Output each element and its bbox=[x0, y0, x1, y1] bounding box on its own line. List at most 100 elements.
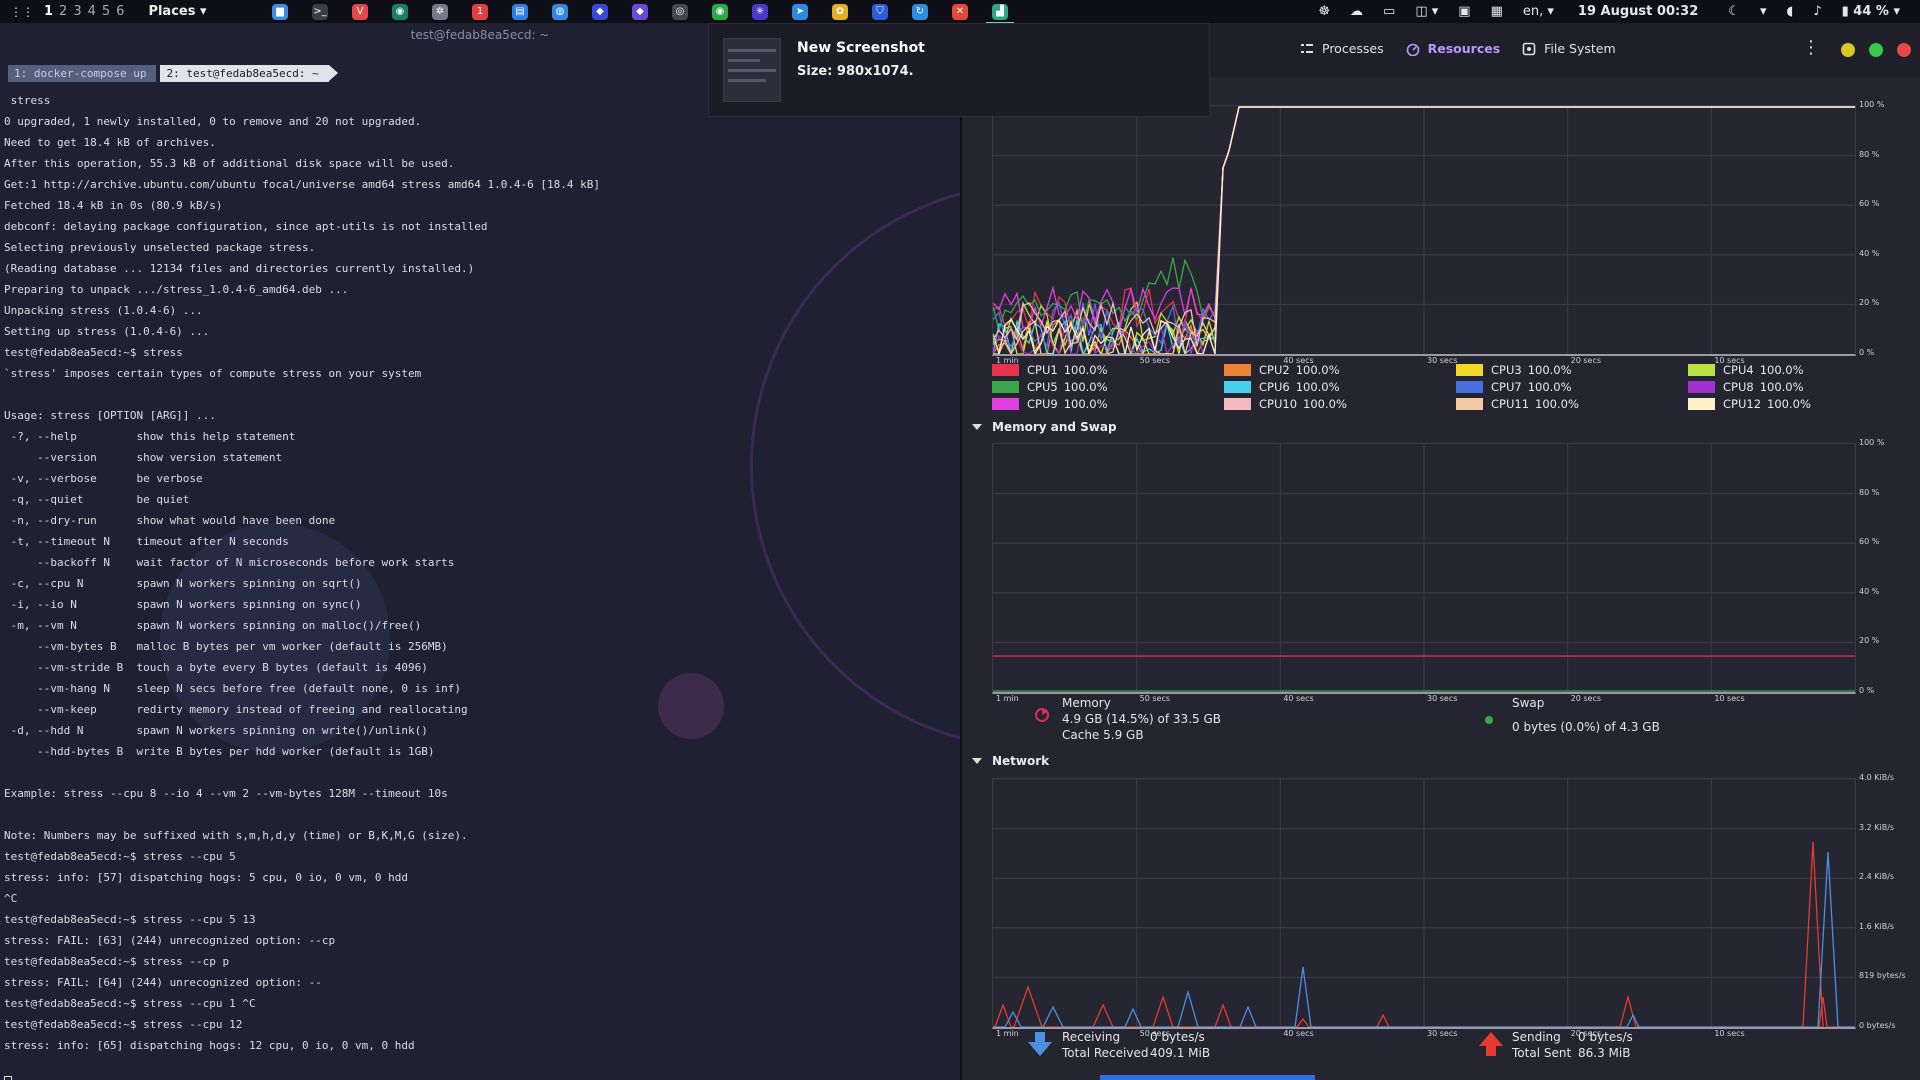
terminal-tab-2[interactable]: 2: test@fedab8ea5ecd: ~ bbox=[160, 65, 339, 82]
memory-section-header[interactable]: Memory and Swap bbox=[972, 420, 1117, 434]
github-icon[interactable]: ◎ bbox=[672, 3, 688, 20]
close-button[interactable] bbox=[1897, 43, 1911, 57]
vpn-icon[interactable]: ◆ bbox=[632, 3, 648, 20]
display-icon[interactable]: ▭ bbox=[1383, 4, 1396, 19]
cpu-legend-item[interactable]: CPU6 100.0% bbox=[1224, 380, 1340, 394]
cpu-value: 100.0% bbox=[1303, 397, 1347, 411]
cpu-legend-item[interactable]: CPU1 100.0% bbox=[992, 363, 1108, 377]
color-swatch[interactable] bbox=[1456, 398, 1483, 410]
layout-icon[interactable]: ▦ bbox=[1490, 4, 1503, 19]
browser-icon[interactable]: ◍ bbox=[552, 3, 568, 20]
vivaldi-icon[interactable]: V bbox=[352, 3, 368, 20]
workspace-4[interactable]: 4 bbox=[87, 4, 96, 19]
mail-icon[interactable]: 1 bbox=[472, 3, 488, 20]
cpu-series-line bbox=[993, 106, 1855, 333]
terminal-line: --version show version statement bbox=[4, 451, 283, 464]
receiving-value: 0 bytes/s bbox=[1150, 1030, 1205, 1044]
swap-label: Swap bbox=[1512, 696, 1545, 710]
system-monitor-icon[interactable]: ▟ bbox=[986, 3, 1014, 24]
maximize-button[interactable] bbox=[1869, 43, 1883, 57]
night-mode-icon[interactable]: ☾ bbox=[1728, 4, 1740, 19]
cpu-history-graph bbox=[992, 105, 1856, 356]
cpu-y-tick: 0 % bbox=[1859, 348, 1875, 357]
network-section-header[interactable]: Network bbox=[972, 754, 1049, 768]
screenshot-thumbnail[interactable] bbox=[723, 38, 781, 102]
workspace-3[interactable]: 3 bbox=[73, 4, 82, 19]
color-swatch[interactable] bbox=[1224, 398, 1251, 410]
color-swatch[interactable] bbox=[1456, 381, 1483, 393]
cpu-label: CPU8 bbox=[1723, 380, 1754, 394]
telegram-icon[interactable]: ➤ bbox=[792, 3, 808, 20]
sync-icon[interactable]: ↻ bbox=[912, 3, 928, 20]
terminal-icon[interactable]: >_ bbox=[312, 3, 328, 20]
cpu-value: 100.0% bbox=[1063, 397, 1108, 411]
memory-pie-icon bbox=[1035, 708, 1049, 722]
tab-resources[interactable]: Resources bbox=[1406, 41, 1500, 56]
terminal-tabs: 1: docker-compose up 2: test@fedab8ea5ec… bbox=[8, 65, 339, 82]
terminal-line: debconf: delaying package configuration,… bbox=[4, 220, 488, 233]
battery-indicator[interactable]: ▮ 44 % ▾ bbox=[1841, 4, 1900, 19]
xmind-icon[interactable]: ✕ bbox=[952, 3, 968, 20]
cpu-legend-item[interactable]: CPU5 100.0% bbox=[992, 380, 1108, 394]
messenger-icon[interactable]: ◆ bbox=[592, 3, 608, 20]
cpu-y-tick: 80 % bbox=[1859, 149, 1880, 159]
workspace-2[interactable]: 2 bbox=[59, 4, 68, 19]
places-menu[interactable]: Places ▾ bbox=[148, 4, 207, 19]
cpu-label: CPU7 bbox=[1491, 380, 1522, 394]
terminal-line: 0 upgraded, 1 newly installed, 0 to remo… bbox=[4, 115, 422, 128]
settings-icon[interactable]: ✲ bbox=[432, 3, 448, 20]
bitwarden-icon[interactable]: ⛉ bbox=[872, 3, 888, 20]
terminal-line: Need to get 18.4 kB of archives. bbox=[4, 136, 216, 149]
terminal-window[interactable]: test@fedab8ea5ecd: ~ 1: docker-compose u… bbox=[0, 23, 960, 1080]
terminal-output[interactable]: stress 0 upgraded, 1 newly installed, 0 t… bbox=[4, 90, 600, 1056]
color-swatch[interactable] bbox=[992, 398, 1019, 410]
color-swatch[interactable] bbox=[992, 381, 1019, 393]
color-swatch[interactable] bbox=[1688, 381, 1715, 393]
tab-processes[interactable]: Processes bbox=[1300, 41, 1384, 56]
gitkraken-icon[interactable]: ◉ bbox=[392, 3, 408, 20]
taskbar-progress-indicator bbox=[1100, 1075, 1315, 1080]
cpu-legend-item[interactable]: CPU4 100.0% bbox=[1688, 363, 1804, 377]
minimize-button[interactable] bbox=[1841, 43, 1855, 57]
volume-icon[interactable]: ◖ bbox=[1786, 4, 1794, 19]
microphone-icon[interactable]: ♪ bbox=[1813, 4, 1822, 19]
cloud-icon[interactable]: ☁ bbox=[1350, 4, 1364, 19]
cpu-legend-item[interactable]: CPU11 100.0% bbox=[1456, 397, 1579, 411]
record-icon[interactable]: ▣ bbox=[1458, 4, 1471, 19]
color-swatch[interactable] bbox=[992, 364, 1019, 376]
workspace-5[interactable]: 5 bbox=[101, 4, 111, 19]
docs-icon[interactable]: ▤ bbox=[512, 3, 528, 20]
terminal-line: stress bbox=[4, 94, 51, 107]
color-swatch[interactable] bbox=[1688, 364, 1715, 376]
wifi-icon[interactable]: ▾ bbox=[1759, 4, 1767, 19]
terminal-line: After this operation, 55.3 kB of additio… bbox=[4, 157, 455, 170]
files-icon[interactable]: ▆ bbox=[272, 3, 288, 20]
clock[interactable]: 19 August 00:32 bbox=[1577, 4, 1699, 19]
terminal-tab-1[interactable]: 1: docker-compose up bbox=[8, 65, 157, 82]
cpu-legend-item[interactable]: CPU10 100.0% bbox=[1224, 397, 1347, 411]
workspace-6[interactable]: 6 bbox=[116, 4, 125, 19]
total-received-value: 409.1 MiB bbox=[1150, 1046, 1211, 1060]
color-swatch[interactable] bbox=[1688, 398, 1715, 410]
docker-icon[interactable]: ☸ bbox=[1318, 4, 1331, 19]
cpu-legend-item[interactable]: CPU9 100.0% bbox=[992, 397, 1108, 411]
tab-file-system[interactable]: File System bbox=[1522, 41, 1616, 56]
clipboard-icon[interactable]: ◫ ▾ bbox=[1415, 4, 1439, 19]
notes-icon[interactable]: ✿ bbox=[832, 3, 848, 20]
slack-icon[interactable]: ✳ bbox=[752, 3, 768, 20]
cpu-legend-item[interactable]: CPU2 100.0% bbox=[1224, 363, 1340, 377]
cpu-legend-item[interactable]: CPU8 100.0% bbox=[1688, 380, 1804, 394]
app-grid-icon[interactable]: ⋮⋮ bbox=[10, 4, 34, 19]
cpu-legend-item[interactable]: CPU3 100.0% bbox=[1456, 363, 1572, 377]
cpu-series-line bbox=[993, 106, 1855, 349]
more-options-icon[interactable]: ⋮ bbox=[1802, 37, 1820, 58]
workspace-1[interactable]: 1 bbox=[44, 4, 54, 19]
cpu-legend-item[interactable]: CPU7 100.0% bbox=[1456, 380, 1572, 394]
cpu-legend-item[interactable]: CPU12 100.0% bbox=[1688, 397, 1811, 411]
spotify-icon[interactable]: ◉ bbox=[712, 3, 728, 20]
screenshot-notification[interactable]: New Screenshot Size: 980x1074. bbox=[708, 23, 1210, 117]
language-selector[interactable]: en, ▾ bbox=[1522, 4, 1554, 19]
color-swatch[interactable] bbox=[1224, 364, 1251, 376]
color-swatch[interactable] bbox=[1224, 381, 1251, 393]
color-swatch[interactable] bbox=[1456, 364, 1483, 376]
